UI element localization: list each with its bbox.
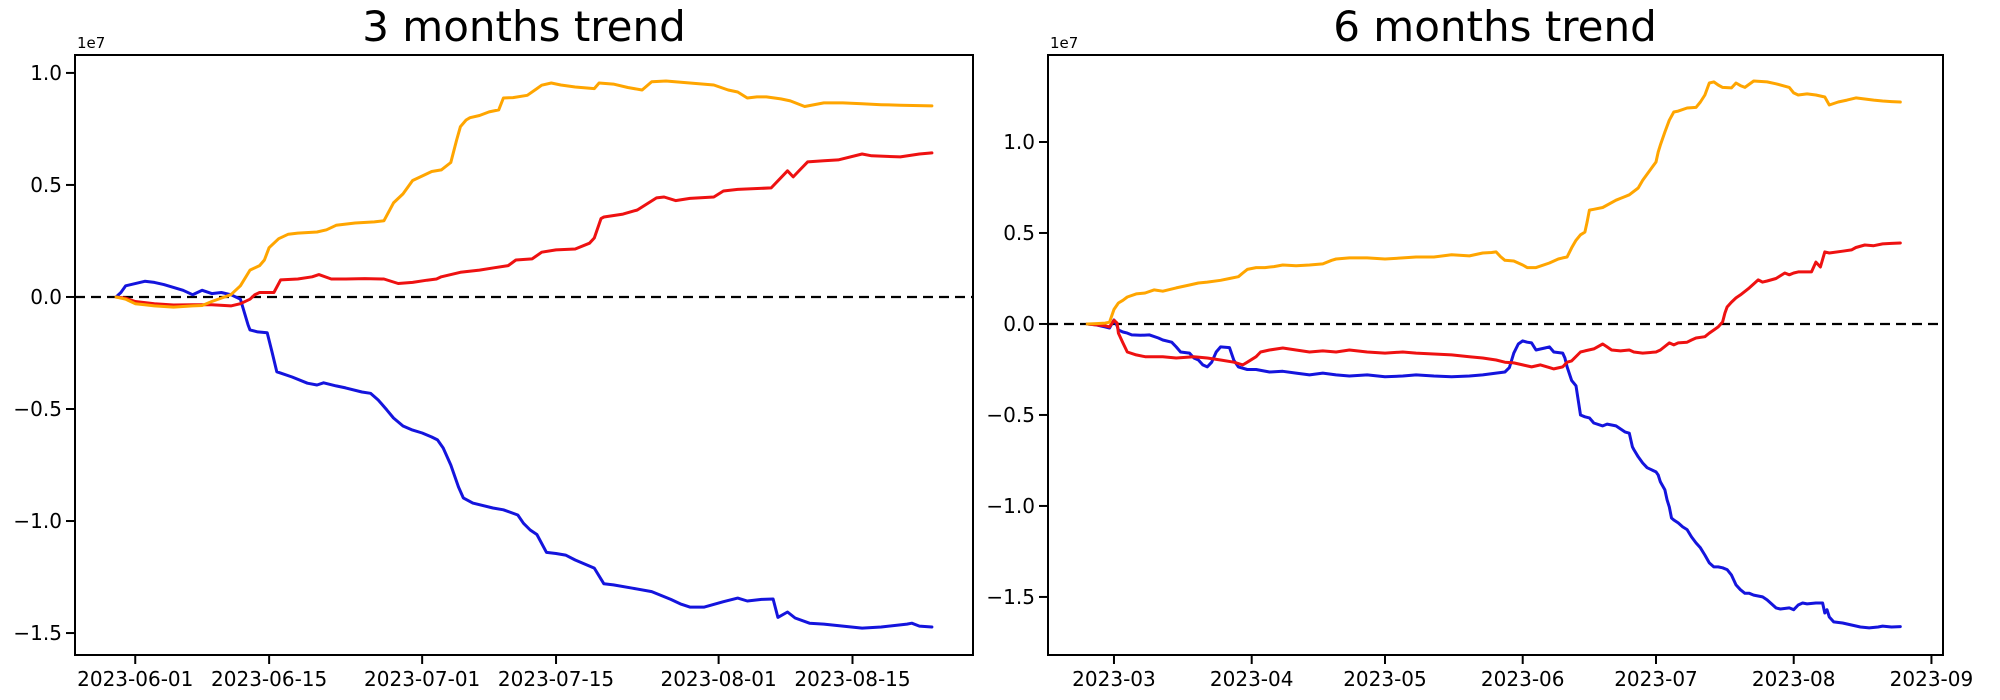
y-tick-label: 1.0 [30,61,62,85]
y-axis-offset-label: 1e7 [1050,34,1078,52]
series-red-line [114,151,934,308]
chart-title-3-months: 3 months trend [362,2,686,51]
x-tick-label: 2023-06-01 [77,667,193,691]
x-tick-label: 2023-06 [1481,667,1565,691]
x-tick-label: 2023-03 [1072,667,1156,691]
plot-border [1047,54,1944,656]
y-tick-label: −1.5 [986,585,1035,609]
x-tick-label: 2023-06-15 [211,667,327,691]
y-tick-label: 0.5 [30,173,62,197]
y-tick-label: 0.0 [30,285,62,309]
series-blue-line [114,279,934,630]
x-tick-label: 2023-05 [1343,667,1427,691]
x-tick-label: 2023-07-01 [364,667,480,691]
y-tick-label: −1.5 [13,621,62,645]
plot-border [74,54,974,656]
x-tick-label: 2023-07 [1614,667,1698,691]
y-tick-label: −0.5 [986,403,1035,427]
x-tick-label: 2023-04 [1210,667,1294,691]
x-tick-label: 2023-08-01 [660,667,776,691]
x-tick-label: 2023-07-15 [498,667,614,691]
y-tick-label: −1.0 [986,494,1035,518]
series-orange-line [114,79,934,309]
series-blue-line [1085,318,1902,630]
chart-3-months: 1e7 2023-06-01 2023-06-15 2023-07-01 2023-07… [13,34,974,691]
series-orange-line [1085,79,1902,326]
x-tick-label: 2023-09 [1890,667,1974,691]
x-tick-label: 2023-08 [1752,667,1836,691]
y-tick-label: −0.5 [13,397,62,421]
y-tick-label: 0.0 [1003,312,1035,336]
chart-6-months: 1e7 2023-03 2023-04 2023-05 2023-06 2023-07 20… [986,34,1973,691]
series-red-line [1085,241,1902,371]
chart-title-6-months: 6 months trend [1333,2,1657,51]
y-axis-offset-label: 1e7 [77,34,105,52]
x-tick-label: 2023-08-15 [794,667,910,691]
y-tick-label: 0.5 [1003,221,1035,245]
y-tick-label: 1.0 [1003,130,1035,154]
y-tick-label: −1.0 [13,509,62,533]
